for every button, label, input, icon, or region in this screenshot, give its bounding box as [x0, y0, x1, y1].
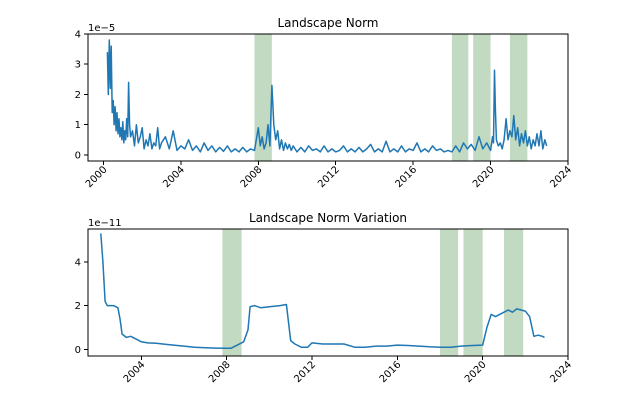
y-tick-label: 4 — [75, 257, 81, 268]
shaded-region-1 — [440, 229, 459, 356]
shaded-region-1 — [451, 34, 469, 161]
y-scale-label-top: 1e−5 — [88, 23, 115, 34]
panel-landscape-norm: Landscape Norm 1e−5 2000 2004 2008 2012 2016… — [75, 16, 574, 190]
x-tick-label: 2012 — [292, 359, 318, 385]
shaded-region-2 — [463, 229, 483, 356]
y-tick-label: 4 — [75, 30, 81, 41]
axes-frame-bottom — [87, 228, 569, 357]
x-tick-label: 2004 — [161, 164, 187, 190]
panel-landscape-norm-variation: Landscape Norm Variation 1e−11 2004 2008 2… — [75, 211, 574, 385]
shaded-regions-top — [254, 34, 528, 161]
y-tick-label: 2 — [75, 301, 81, 312]
y-scale-label-bottom: 1e−11 — [88, 218, 122, 229]
axis-ticks-top: 2000 2004 2008 2012 2016 2020 2024 0 1 2 3 4 — [75, 30, 574, 191]
axis-ticks-bottom: 2004 2008 2012 2016 2020 2024 0 2 4 — [75, 257, 574, 385]
y-tick-label: 0 — [75, 150, 81, 161]
x-tick-label: 2008 — [207, 359, 233, 385]
x-tick-label: 2024 — [548, 164, 574, 190]
x-tick-label: 2012 — [316, 164, 342, 190]
axes-frame-top — [87, 33, 569, 162]
x-tick-label: 2024 — [548, 359, 574, 385]
shaded-region-2 — [473, 34, 491, 161]
y-tick-label: 0 — [75, 345, 81, 356]
y-tick-label: 1 — [75, 120, 81, 131]
x-tick-label: 2020 — [471, 164, 497, 190]
x-tick-label: 2016 — [394, 164, 420, 190]
x-tick-label: 2000 — [84, 164, 110, 190]
chart-title-landscape-norm: Landscape Norm — [277, 16, 378, 30]
chart-title-landscape-norm-variation: Landscape Norm Variation — [249, 211, 407, 225]
series-line-landscape-norm — [106, 39, 548, 153]
series-line-landscape-norm-variation — [100, 233, 545, 350]
x-tick-label: 2020 — [463, 359, 489, 385]
y-tick-label: 3 — [75, 60, 81, 71]
shaded-region-0 — [222, 229, 242, 356]
x-tick-label: 2016 — [378, 359, 404, 385]
y-tick-label: 2 — [75, 90, 81, 101]
shaded-region-3 — [504, 229, 524, 356]
x-tick-label: 2008 — [239, 164, 265, 190]
x-tick-label: 2004 — [122, 359, 148, 385]
shaded-regions-bottom — [222, 229, 524, 356]
